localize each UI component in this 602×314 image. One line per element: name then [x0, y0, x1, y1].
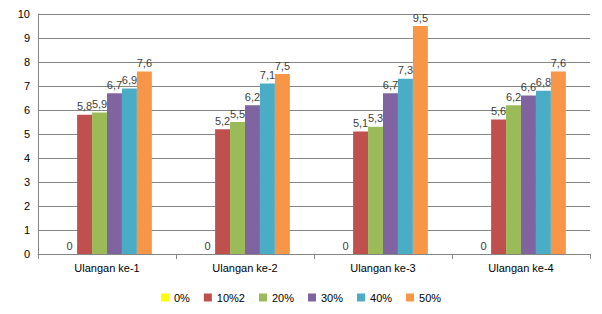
svg-text:8: 8 — [24, 56, 30, 68]
svg-text:7,5: 7,5 — [275, 60, 290, 72]
svg-text:5,3: 5,3 — [368, 112, 383, 124]
svg-text:30%: 30% — [321, 292, 343, 304]
svg-text:6: 6 — [24, 104, 30, 116]
svg-text:0: 0 — [343, 240, 349, 252]
svg-text:7: 7 — [24, 80, 30, 92]
svg-text:7,6: 7,6 — [137, 57, 152, 69]
svg-text:50%: 50% — [419, 292, 441, 304]
svg-text:20%: 20% — [272, 292, 294, 304]
svg-text:0: 0 — [24, 248, 30, 260]
svg-text:40%: 40% — [370, 292, 392, 304]
svg-text:0: 0 — [481, 240, 487, 252]
svg-text:5,9: 5,9 — [92, 98, 107, 110]
svg-text:9: 9 — [24, 32, 30, 44]
svg-text:3: 3 — [24, 176, 30, 188]
svg-text:5: 5 — [24, 128, 30, 140]
svg-text:0: 0 — [205, 240, 211, 252]
svg-text:6,8: 6,8 — [536, 76, 551, 88]
svg-text:5,6: 5,6 — [491, 105, 506, 117]
svg-text:5,1: 5,1 — [353, 117, 368, 129]
svg-text:5,2: 5,2 — [215, 115, 230, 127]
svg-text:0%: 0% — [174, 292, 190, 304]
svg-text:6,2: 6,2 — [506, 91, 521, 103]
svg-text:6,7: 6,7 — [383, 79, 398, 91]
svg-text:6,9: 6,9 — [122, 74, 137, 86]
svg-text:4: 4 — [24, 152, 30, 164]
svg-text:5,5: 5,5 — [230, 108, 245, 120]
svg-text:Ulangan ke-2: Ulangan ke-2 — [212, 262, 277, 274]
svg-text:10%2: 10%2 — [217, 292, 245, 304]
svg-text:2: 2 — [24, 200, 30, 212]
svg-text:1: 1 — [24, 224, 30, 236]
svg-text:7,6: 7,6 — [551, 57, 566, 69]
svg-text:9,5: 9,5 — [413, 12, 428, 24]
svg-text:Ulangan ke-3: Ulangan ke-3 — [350, 262, 415, 274]
svg-text:0: 0 — [67, 240, 73, 252]
svg-text:Ulangan ke-1: Ulangan ke-1 — [74, 262, 139, 274]
svg-text:6,7: 6,7 — [107, 79, 122, 91]
svg-text:6,2: 6,2 — [245, 91, 260, 103]
svg-text:7,3: 7,3 — [398, 64, 413, 76]
svg-text:10: 10 — [18, 8, 30, 20]
svg-text:6,6: 6,6 — [521, 81, 536, 93]
svg-text:Ulangan ke-4: Ulangan ke-4 — [488, 262, 553, 274]
svg-text:5,8: 5,8 — [77, 100, 92, 112]
svg-text:7,1: 7,1 — [260, 69, 275, 81]
